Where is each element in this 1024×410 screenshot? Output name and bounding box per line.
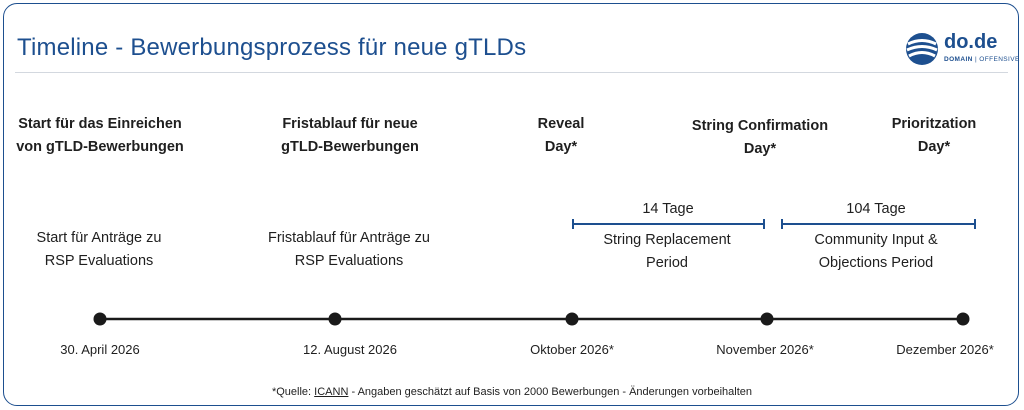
milestone-1-date: 30. April 2026 [60,342,140,357]
milestone-1-heading: Start für das Einreichen von gTLD-Bewerbu… [16,116,184,155]
period-1-label: String Replacement Period [603,232,731,271]
milestone-2-date: 12. August 2026 [303,342,397,357]
logo-wordmark: do.de [944,31,998,53]
footer-suffix: - Angaben geschätzt auf Basis von 2000 B… [348,386,753,398]
globe-logo-icon [906,33,938,65]
timeline-card [3,3,1019,406]
milestone-4-date: November 2026* [716,342,814,357]
milestone-4-heading: String Confirmation Day* [691,118,829,157]
milestone-3-date: Oktober 2026* [530,342,614,357]
period-2-duration: 104 Tage [846,201,906,217]
milestone-5-date: Dezember 2026* [896,342,994,357]
milestone-5-heading: Prioritzation Day* [891,116,977,155]
milestone-3-heading: Reveal Day* [537,116,585,155]
milestone-2-heading: Fristablauf für neue gTLD-Bewerbungen [281,116,419,155]
page-title: Timeline - Bewerbungsprozess für neue gT… [17,34,527,61]
do-de-logo: do.de DOMAIN | OFFENSIVE [904,30,1019,70]
period-2-label: Community Input & Objections Period [814,232,938,271]
footer-note: *Quelle: ICANN - Angaben geschätzt auf B… [0,386,1024,398]
milestone-2-subtext: Fristablauf für Anträge zu RSP Evaluation… [268,230,430,269]
milestone-1-subtext: Start für Anträge zu RSP Evaluations [36,230,162,269]
title-divider [15,72,1008,73]
footer-prefix: *Quelle: [271,386,315,398]
icann-link[interactable]: ICANN [314,386,349,398]
logo-tagline: DOMAIN | OFFENSIVE [944,56,1020,63]
period-1-duration: 14 Tage [642,201,694,217]
